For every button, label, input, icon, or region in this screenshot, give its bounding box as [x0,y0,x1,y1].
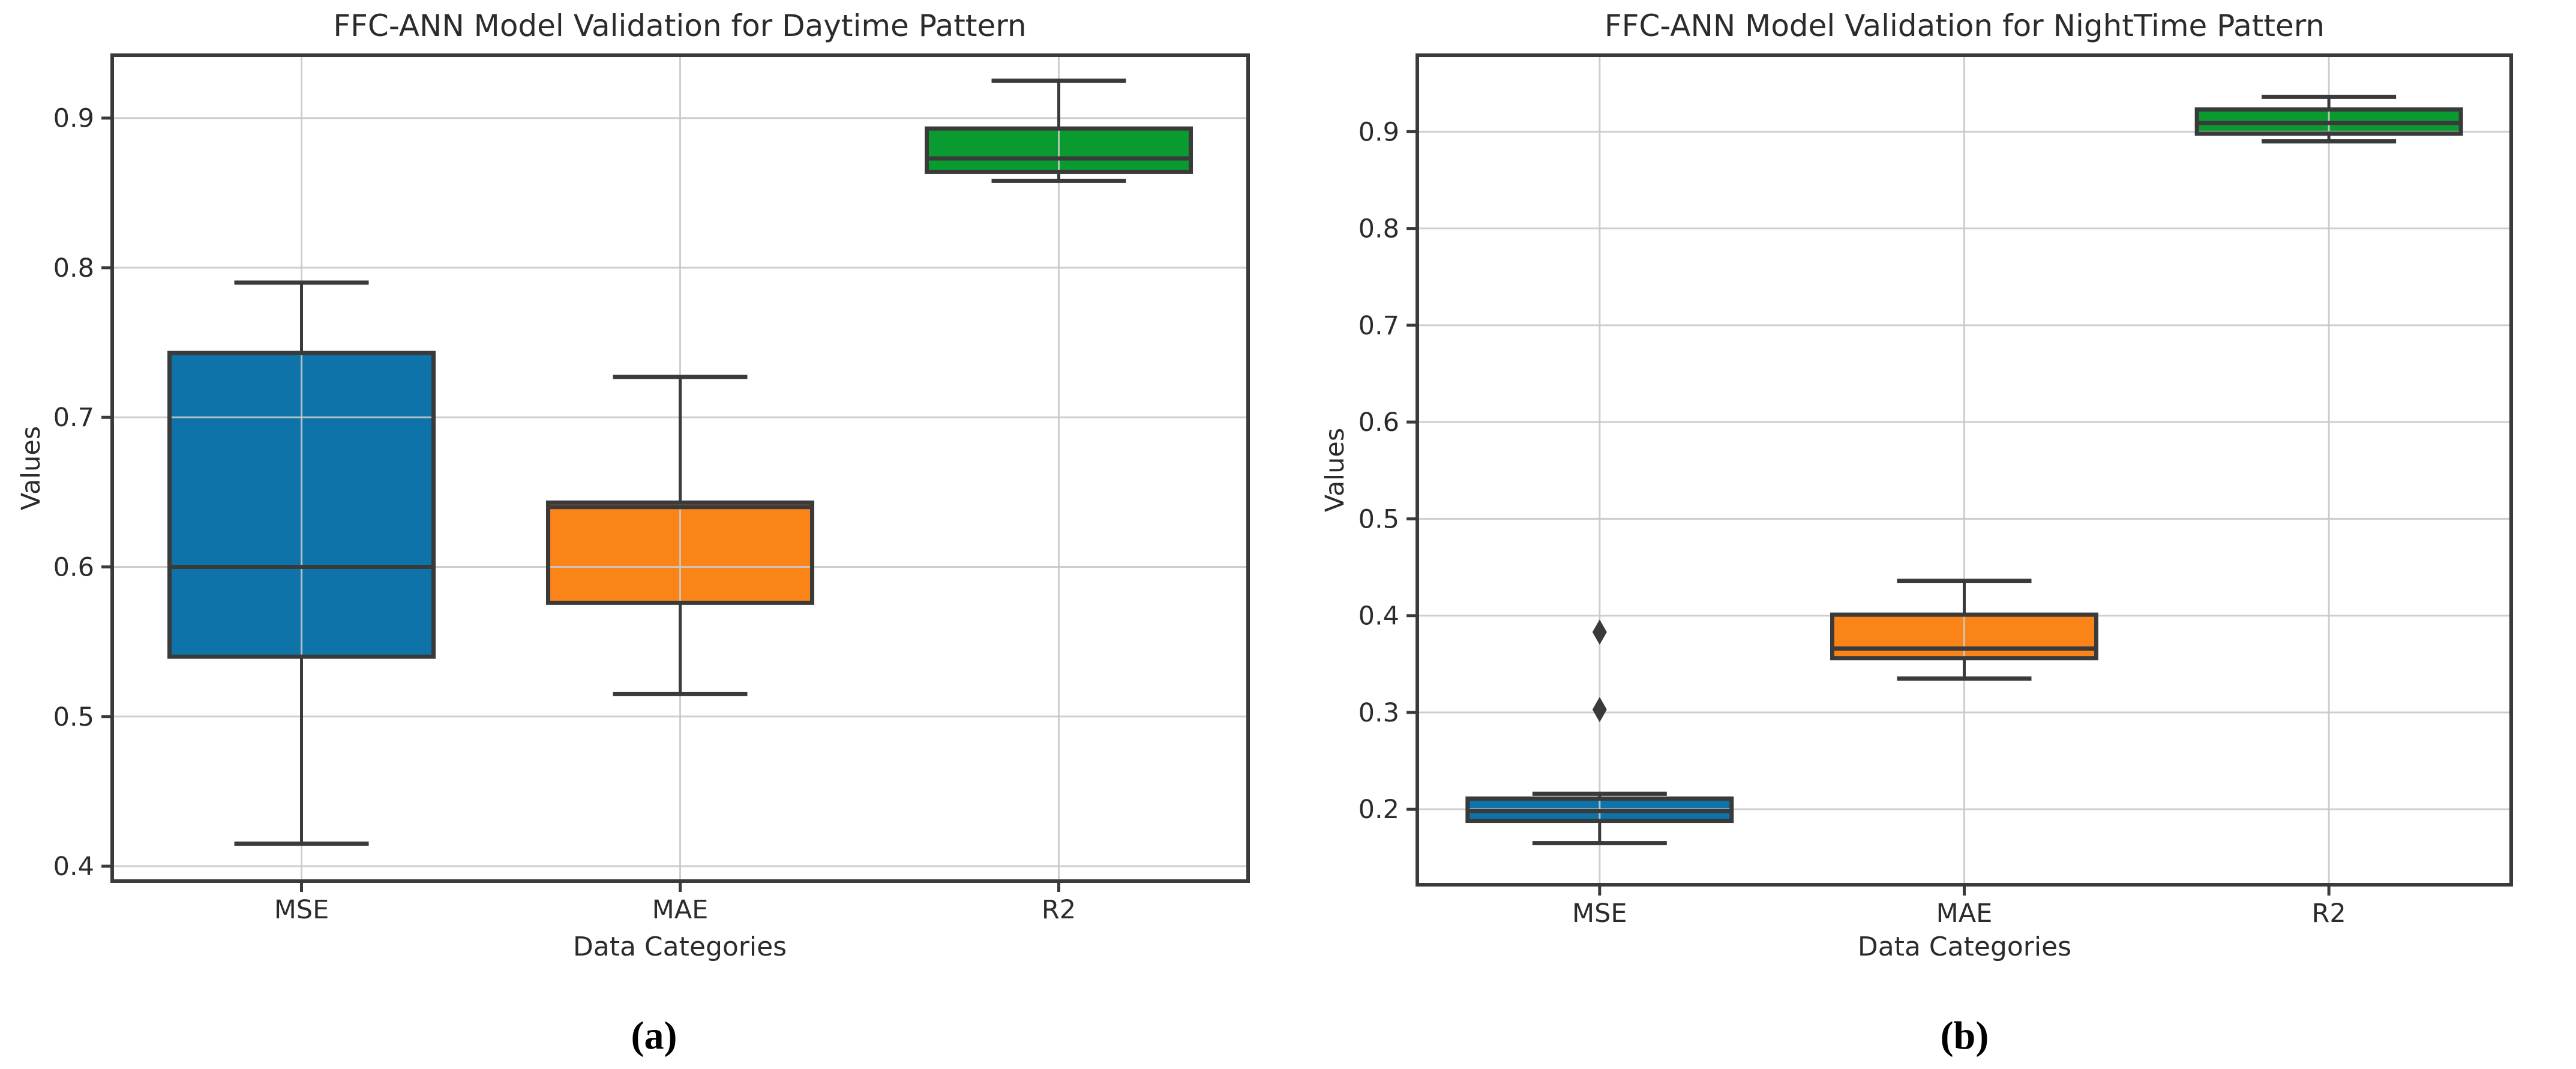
y-tick-label: 0.7 [1359,311,1399,341]
x-tick-label-mae: MAE [1936,899,1993,929]
boxplot-nighttime: 0.2 0.3 0.4 0.5 0.6 0.7 0.8 0.9 MSE MAE R2 [1359,53,2513,929]
y-tick-label: 0.3 [1359,698,1399,728]
x-axis-label-nighttime: Data Categories [1857,932,2072,962]
x-tick-label-mae: MAE [652,895,709,925]
boxplot-daytime: 0.4 0.5 0.6 0.7 0.8 0.9 MSE MAE R2 [53,53,1250,925]
x-tick-label-mse: MSE [1572,899,1627,929]
y-tick-label: 0.6 [53,553,94,583]
y-tick-label: 0.5 [1359,504,1399,534]
chart-title-daytime: FFC-ANN Model Validation for Daytime Pat… [333,8,1027,43]
y-tick-label: 0.8 [53,253,94,283]
y-tick-label: 0.8 [1359,214,1399,244]
outlier-diamond-mse [1592,619,1607,645]
y-tick-label: 0.7 [53,403,94,433]
x-tick-label-r2: R2 [2312,899,2346,929]
chart-title-nighttime: FFC-ANN Model Validation for NightTime P… [1604,8,2325,43]
chart-panel-nighttime: 0.2 0.3 0.4 0.5 0.6 0.7 0.8 0.9 MSE MAE R2 FFC-ANN… [1288,0,2576,1069]
box-edge-mae [546,500,814,605]
outlier-diamond-mse [1592,697,1607,723]
y-tick-label: 0.4 [1359,601,1399,631]
y-tick-label: 0.9 [1359,117,1399,147]
subfigure-caption-b: (b) [1940,1014,1989,1058]
box-edge-mse [1465,796,1734,824]
subfigure-caption-a: (a) [631,1014,677,1058]
chart-panel-daytime: 0.4 0.5 0.6 0.7 0.8 0.9 MSE MAE R2 FFC-ANN Model… [16,8,1250,1058]
y-tick-label: 0.4 [53,852,94,882]
x-tick-label-mse: MSE [274,895,329,925]
y-tick-label: 0.2 [1359,795,1399,825]
y-axis-label-daytime: Values [16,426,46,511]
y-axis-label-nighttime: Values [1320,427,1350,513]
box-edge-mae [1830,612,2098,661]
box-edge-r2 [925,126,1193,174]
box-edge-mse [167,351,436,659]
x-tick-label-r2: R2 [1042,895,1076,925]
y-tick-label: 0.5 [53,702,94,732]
x-axis-label-daytime: Data Categories [572,932,787,962]
y-tick-label: 0.9 [53,104,94,134]
y-tick-label: 0.6 [1359,408,1399,438]
